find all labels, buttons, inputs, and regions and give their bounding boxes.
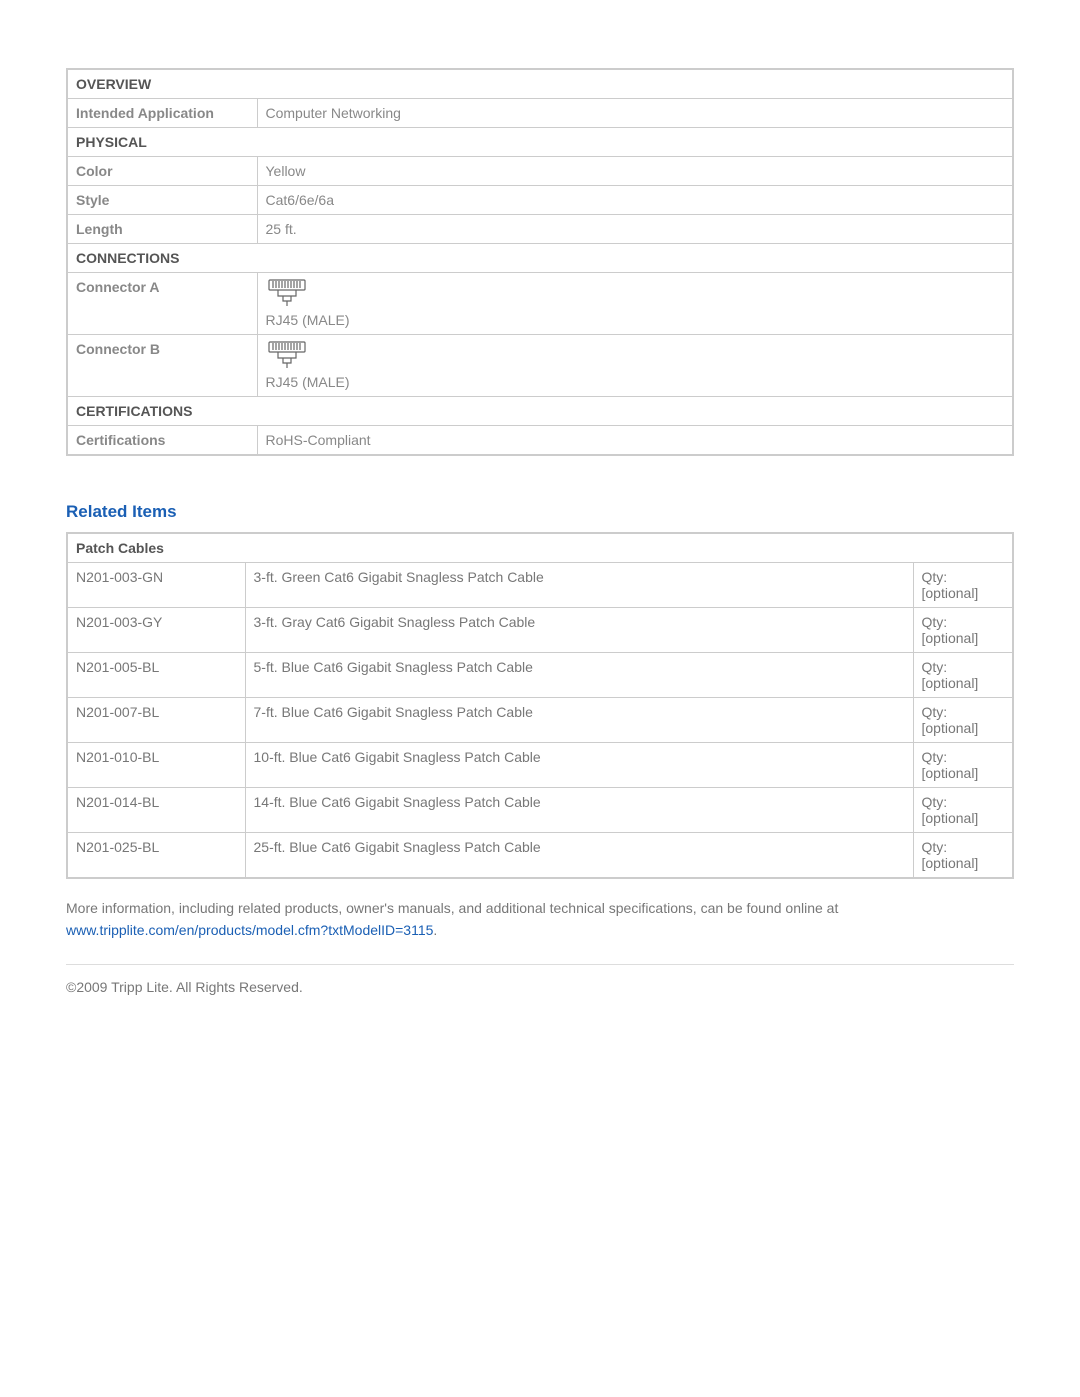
spec-row: Connector A RJ45 (MALE): [67, 273, 1013, 335]
rj45-connector-icon: [266, 279, 308, 307]
spec-label: Color: [67, 157, 257, 186]
spec-label: Connector A: [67, 273, 257, 335]
spec-row: Length25 ft.: [67, 215, 1013, 244]
related-item-row: N201-007-BL7-ft. Blue Cat6 Gigabit Snagl…: [67, 698, 1013, 743]
related-item-qty: Qty: [optional]: [913, 788, 1013, 833]
section-header-certifications: CERTIFICATIONS: [67, 397, 1013, 426]
footer-divider: [66, 964, 1014, 965]
spec-row: Connector B RJ45 (MALE): [67, 335, 1013, 397]
spec-value: RoHS-Compliant: [257, 426, 1013, 456]
copyright-text: ©2009 Tripp Lite. All Rights Reserved.: [66, 979, 1014, 995]
spec-value: 25 ft.: [257, 215, 1013, 244]
related-item-qty: Qty: [optional]: [913, 833, 1013, 879]
related-item-row: N201-005-BL5-ft. Blue Cat6 Gigabit Snagl…: [67, 653, 1013, 698]
related-item-desc: 3-ft. Green Cat6 Gigabit Snagless Patch …: [245, 563, 913, 608]
related-item-row: N201-025-BL25-ft. Blue Cat6 Gigabit Snag…: [67, 833, 1013, 879]
related-item-desc: 7-ft. Blue Cat6 Gigabit Snagless Patch C…: [245, 698, 913, 743]
spec-value: Yellow: [257, 157, 1013, 186]
related-item-qty: Qty: [optional]: [913, 698, 1013, 743]
spec-value: RJ45 (MALE): [257, 335, 1013, 397]
spec-row: CertificationsRoHS-Compliant: [67, 426, 1013, 456]
related-item-desc: 5-ft. Blue Cat6 Gigabit Snagless Patch C…: [245, 653, 913, 698]
related-group-header: Patch Cables: [67, 533, 1013, 563]
related-item-row: N201-010-BL10-ft. Blue Cat6 Gigabit Snag…: [67, 743, 1013, 788]
spec-label: Certifications: [67, 426, 257, 456]
spec-label: Intended Application: [67, 99, 257, 128]
spec-value: RJ45 (MALE): [257, 273, 1013, 335]
related-item-qty: Qty: [optional]: [913, 743, 1013, 788]
spec-row: ColorYellow: [67, 157, 1013, 186]
related-item-sku: N201-003-GY: [67, 608, 245, 653]
section-header-overview: OVERVIEW: [67, 69, 1013, 99]
related-item-desc: 25-ft. Blue Cat6 Gigabit Snagless Patch …: [245, 833, 913, 879]
related-item-row: N201-003-GN3-ft. Green Cat6 Gigabit Snag…: [67, 563, 1013, 608]
related-item-sku: N201-007-BL: [67, 698, 245, 743]
related-item-desc: 10-ft. Blue Cat6 Gigabit Snagless Patch …: [245, 743, 913, 788]
related-item-desc: 14-ft. Blue Cat6 Gigabit Snagless Patch …: [245, 788, 913, 833]
spec-label: Connector B: [67, 335, 257, 397]
related-item-sku: N201-014-BL: [67, 788, 245, 833]
spec-value: Computer Networking: [257, 99, 1013, 128]
spec-value: Cat6/6e/6a: [257, 186, 1013, 215]
connector-type-label: RJ45 (MALE): [266, 374, 1005, 390]
related-item-qty: Qty: [optional]: [913, 608, 1013, 653]
connector-type-label: RJ45 (MALE): [266, 312, 1005, 328]
section-header-connections: CONNECTIONS: [67, 244, 1013, 273]
section-header-physical: PHYSICAL: [67, 128, 1013, 157]
related-item-sku: N201-025-BL: [67, 833, 245, 879]
spec-label: Length: [67, 215, 257, 244]
related-item-desc: 3-ft. Gray Cat6 Gigabit Snagless Patch C…: [245, 608, 913, 653]
related-item-row: N201-014-BL14-ft. Blue Cat6 Gigabit Snag…: [67, 788, 1013, 833]
related-item-row: N201-003-GY3-ft. Gray Cat6 Gigabit Snagl…: [67, 608, 1013, 653]
related-item-sku: N201-005-BL: [67, 653, 245, 698]
more-info-period: .: [433, 922, 437, 938]
spec-row: Intended ApplicationComputer Networking: [67, 99, 1013, 128]
related-item-sku: N201-010-BL: [67, 743, 245, 788]
related-item-qty: Qty: [optional]: [913, 563, 1013, 608]
specs-table: OVERVIEWIntended ApplicationComputer Net…: [66, 68, 1014, 456]
spec-row: StyleCat6/6e/6a: [67, 186, 1013, 215]
related-items-heading: Related Items: [66, 502, 1014, 522]
spec-label: Style: [67, 186, 257, 215]
product-link[interactable]: www.tripplite.com/en/products/model.cfm?…: [66, 922, 433, 938]
related-item-qty: Qty: [optional]: [913, 653, 1013, 698]
related-items-table: Patch CablesN201-003-GN3-ft. Green Cat6 …: [66, 532, 1014, 879]
related-item-sku: N201-003-GN: [67, 563, 245, 608]
more-info-lead: More information, including related prod…: [66, 900, 838, 916]
rj45-connector-icon: [266, 341, 308, 369]
more-info-text: More information, including related prod…: [66, 897, 1014, 942]
